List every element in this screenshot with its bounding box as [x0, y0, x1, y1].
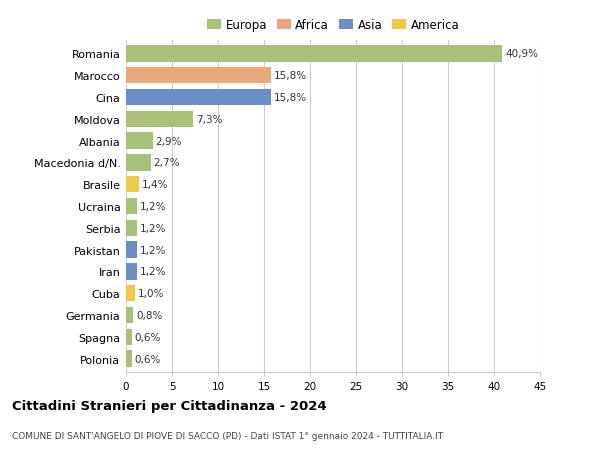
Bar: [126, 307, 133, 324]
Bar: [126, 329, 131, 345]
Bar: [126, 285, 135, 302]
Text: 1,2%: 1,2%: [140, 245, 166, 255]
Text: 15,8%: 15,8%: [274, 93, 307, 103]
Text: COMUNE DI SANT'ANGELO DI PIOVE DI SACCO (PD) - Dati ISTAT 1° gennaio 2024 - TUTT: COMUNE DI SANT'ANGELO DI PIOVE DI SACCO …: [12, 431, 443, 441]
Text: Cittadini Stranieri per Cittadinanza - 2024: Cittadini Stranieri per Cittadinanza - 2…: [12, 399, 326, 412]
Text: 0,6%: 0,6%: [134, 332, 161, 342]
Text: 1,4%: 1,4%: [142, 180, 168, 190]
Text: 0,6%: 0,6%: [134, 354, 161, 364]
Text: 0,8%: 0,8%: [136, 310, 163, 320]
Text: 1,2%: 1,2%: [140, 267, 166, 277]
Text: 1,0%: 1,0%: [138, 289, 164, 298]
Bar: [126, 177, 139, 193]
Text: 15,8%: 15,8%: [274, 71, 307, 81]
Text: 2,9%: 2,9%: [155, 136, 182, 146]
Bar: [126, 242, 137, 258]
Text: 1,2%: 1,2%: [140, 202, 166, 212]
Bar: [126, 198, 137, 215]
Bar: [126, 112, 193, 128]
Text: 1,2%: 1,2%: [140, 223, 166, 233]
Bar: [126, 68, 271, 84]
Text: 7,3%: 7,3%: [196, 115, 223, 124]
Bar: [126, 90, 271, 106]
Bar: [126, 46, 502, 62]
Bar: [126, 351, 131, 367]
Bar: [126, 220, 137, 236]
Legend: Europa, Africa, Asia, America: Europa, Africa, Asia, America: [202, 14, 464, 37]
Bar: [126, 133, 152, 150]
Bar: [126, 155, 151, 171]
Text: 2,7%: 2,7%: [154, 158, 180, 168]
Text: 40,9%: 40,9%: [505, 50, 538, 59]
Bar: [126, 263, 137, 280]
